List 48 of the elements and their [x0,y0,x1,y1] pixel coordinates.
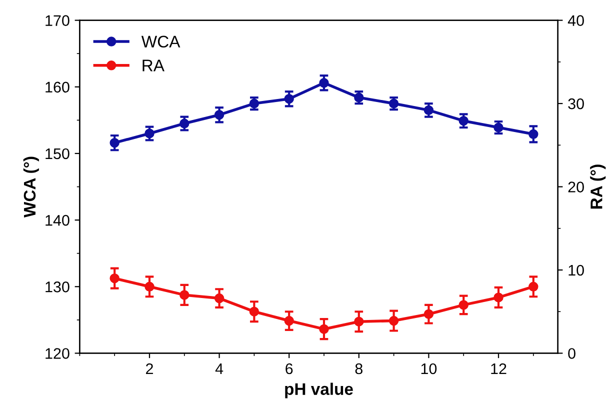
point [424,105,434,116]
x-tick-label: 2 [146,363,153,374]
y2-tick-label: 10 [568,264,584,276]
point [319,78,329,88]
point [319,324,329,334]
point [388,316,399,326]
point [354,92,364,102]
point [284,94,294,104]
x-tick-label: 8 [355,363,362,374]
x-tick-label: 10 [421,363,437,374]
point [494,122,504,132]
legend-label: RA [142,60,164,72]
point [249,306,260,316]
y-tick-label: 170 [46,15,70,26]
x-tick-label: 4 [215,364,224,374]
point [528,129,538,140]
x-tick-label: 6 [286,363,293,374]
point [458,116,468,126]
y-tick-label: 150 [46,148,70,160]
y-tick-label: 140 [46,214,70,226]
y2-tick-label: 30 [568,98,584,110]
legend-label: WCA [141,36,180,48]
y-tick-label: 160 [46,82,70,93]
y2-axis-title: RA (°) [590,164,606,209]
y2-tick-label: 0 [568,348,576,359]
point [144,128,154,138]
y-tick-label: 130 [46,282,70,292]
point [110,138,120,148]
point [180,290,190,300]
y2-tick-label: 40 [568,15,584,26]
point [354,316,364,326]
point [388,98,399,108]
point [284,316,294,326]
point [214,110,224,120]
point [458,300,468,310]
x-tick-label: 12 [491,363,506,374]
point [144,282,154,292]
y-tick-label: 120 [46,348,70,359]
point [528,282,538,292]
point [110,273,120,284]
point [424,309,434,319]
y-axis-title: WCA (°) [23,156,39,218]
point [180,118,190,128]
point [214,293,224,304]
point [249,98,260,108]
y2-tick-label: 20 [568,182,584,192]
point [494,292,504,302]
x-axis-title: pH value [285,382,353,398]
